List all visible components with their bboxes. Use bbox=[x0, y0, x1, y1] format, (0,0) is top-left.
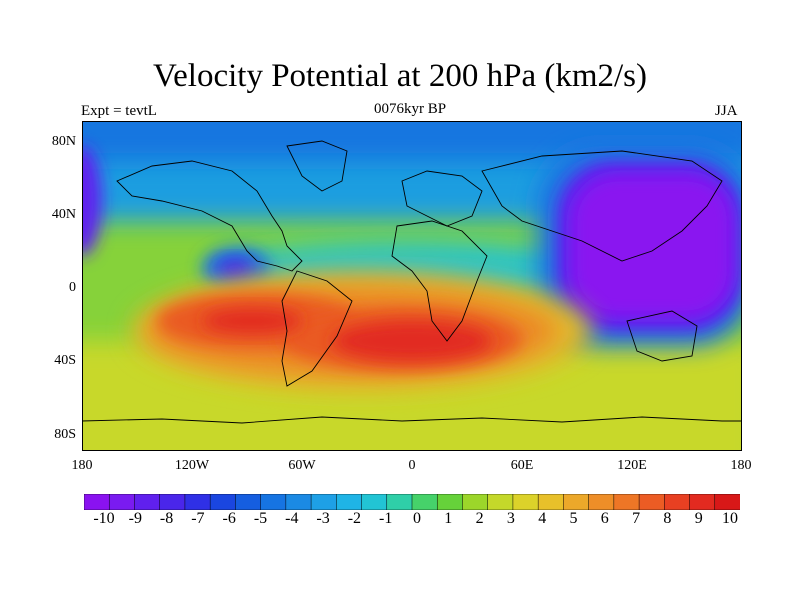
lon-tick-60e: 60E bbox=[510, 458, 534, 473]
colorbar-swatch bbox=[638, 494, 666, 510]
colorbar-label: 5 bbox=[569, 510, 578, 527]
colorbar-swatch bbox=[209, 494, 237, 510]
colorbar-label: 1 bbox=[444, 510, 453, 527]
colorbar-swatch bbox=[285, 494, 312, 510]
colorbar-swatch bbox=[235, 494, 262, 510]
lat-tick-40n: 40N bbox=[51, 207, 76, 222]
australia-coast bbox=[626, 310, 698, 362]
field-satlantic-core bbox=[332, 321, 492, 361]
colorbar-swatch bbox=[689, 494, 716, 510]
asia-coast bbox=[481, 150, 723, 262]
field-asia-core bbox=[572, 176, 732, 316]
colorbar-label: -3 bbox=[316, 510, 330, 527]
experiment-label: Expt = tevtL bbox=[81, 103, 157, 119]
colorbar-label: -1 bbox=[379, 510, 393, 527]
colorbar-label: 10 bbox=[722, 510, 738, 527]
colorbar-label: -9 bbox=[128, 510, 142, 527]
colorbar-label: 8 bbox=[663, 510, 672, 527]
colorbar-swatch bbox=[563, 494, 590, 510]
colorbar-swatch bbox=[184, 494, 211, 510]
colorbar-swatch bbox=[436, 494, 464, 510]
lon-tick-120e: 120E bbox=[617, 458, 647, 473]
colorbar-swatch bbox=[487, 494, 514, 510]
field-spacific-core bbox=[202, 309, 302, 333]
greenland-coast bbox=[286, 140, 348, 192]
colorbar-label: -2 bbox=[347, 510, 362, 527]
colorbar-swatch bbox=[537, 494, 565, 510]
europe-coast bbox=[401, 170, 483, 227]
plot-title: Velocity Potential at 200 hPa (km2/s) bbox=[152, 58, 648, 94]
colorbar-label: 3 bbox=[506, 510, 515, 527]
colorbar-label: 7 bbox=[632, 510, 641, 527]
colorbar-swatch bbox=[664, 494, 691, 510]
colorbar-swatch bbox=[462, 494, 489, 510]
colorbar-label: -7 bbox=[191, 510, 205, 527]
colorbar-label: -5 bbox=[253, 510, 268, 527]
lon-tick-0: 0 bbox=[408, 458, 416, 473]
contour-field bbox=[82, 121, 742, 451]
colorbar-label: -6 bbox=[222, 510, 236, 527]
colorbar-label: 9 bbox=[694, 510, 703, 527]
colorbar-swatch bbox=[310, 494, 338, 510]
colorbar-swatch bbox=[386, 494, 413, 510]
lon-tick-180w: 180 bbox=[71, 458, 93, 473]
colorbar bbox=[84, 494, 740, 510]
colorbar-swatch bbox=[336, 494, 363, 510]
lat-tick-0: 0 bbox=[69, 280, 76, 295]
antarctica-coast bbox=[82, 416, 742, 424]
colorbar-swatch bbox=[411, 494, 438, 510]
colorbar-label: 0 bbox=[413, 510, 421, 527]
colorbar-label: 2 bbox=[475, 510, 484, 527]
colorbar-swatch bbox=[588, 494, 615, 510]
colorbar-swatch bbox=[84, 494, 110, 510]
colorbar-label: 4 bbox=[538, 510, 547, 527]
south-america-coast bbox=[281, 270, 353, 387]
field-ca-core bbox=[217, 259, 253, 279]
colorbar-label: 6 bbox=[600, 510, 609, 527]
velocity-potential-map bbox=[82, 121, 742, 451]
time-label: 0076kyr BP bbox=[373, 101, 447, 117]
lat-tick-80s: 80S bbox=[54, 427, 76, 442]
lat-tick-40s: 40S bbox=[54, 353, 76, 368]
lat-tick-80n: 80N bbox=[51, 134, 76, 149]
field-dateline-minimum bbox=[82, 146, 102, 256]
colorbar-label: -8 bbox=[159, 510, 174, 527]
season-label: JJA bbox=[715, 103, 738, 119]
africa-coast bbox=[391, 220, 488, 342]
lon-tick-180e: 180 bbox=[730, 458, 752, 473]
colorbar-swatch bbox=[512, 494, 539, 510]
colorbar-swatch bbox=[134, 494, 161, 510]
map-frame bbox=[82, 121, 742, 451]
colorbar-label: -10 bbox=[93, 510, 115, 527]
colorbar-swatch bbox=[613, 494, 640, 510]
north-america-coast bbox=[116, 160, 303, 272]
colorbar-swatch bbox=[260, 494, 287, 510]
coastlines bbox=[82, 140, 742, 424]
lon-tick-120w: 120W bbox=[174, 458, 210, 473]
lon-tick-60w: 60W bbox=[288, 458, 316, 473]
colorbar-swatch bbox=[108, 494, 136, 510]
colorbar-label: -4 bbox=[285, 510, 299, 527]
colorbar-swatch bbox=[361, 494, 388, 510]
colorbar-swatch bbox=[159, 494, 186, 510]
colorbar-swatch bbox=[714, 494, 740, 510]
